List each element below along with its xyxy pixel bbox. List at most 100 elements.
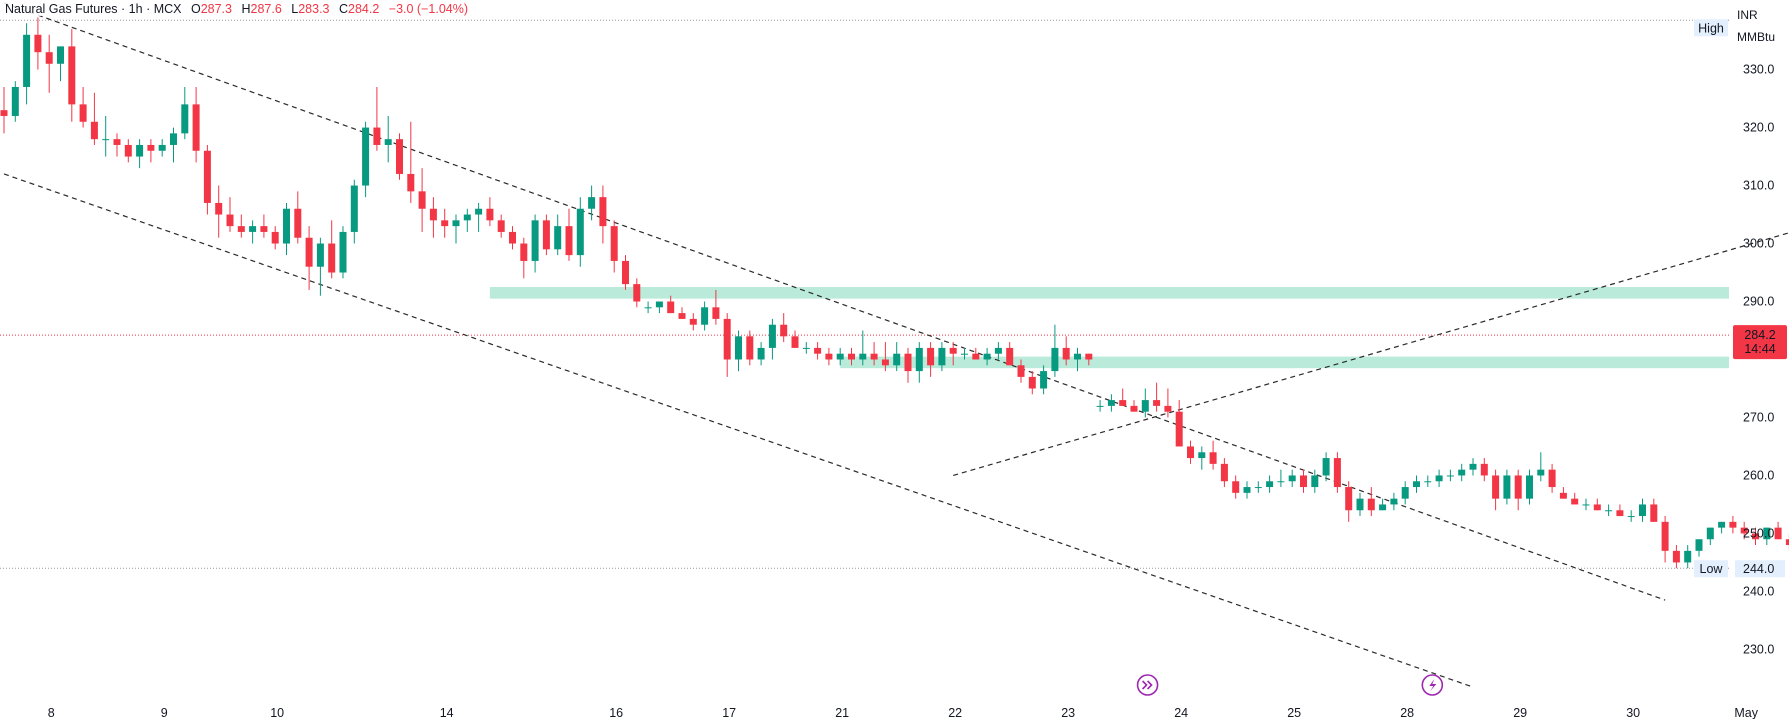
candle xyxy=(158,139,166,157)
candle-body xyxy=(384,139,392,145)
candle-body xyxy=(1164,405,1172,412)
candle-body xyxy=(1627,516,1635,518)
open-value: 287.3 xyxy=(200,2,232,16)
candle xyxy=(1028,371,1036,395)
candle-body xyxy=(881,359,889,366)
candle-body xyxy=(1096,405,1104,407)
high-value: 287.6 xyxy=(250,2,282,16)
candle-body xyxy=(1695,539,1703,551)
candle xyxy=(328,220,336,279)
currency-unit-selector[interactable]: INR MMBtu xyxy=(1730,4,1781,48)
unit-label[interactable]: MMBtu xyxy=(1736,30,1775,44)
candle-body xyxy=(893,353,901,366)
candle-body xyxy=(961,353,968,355)
candle-body xyxy=(475,208,483,215)
candle xyxy=(1548,463,1556,493)
y-tick-label: 320.0 xyxy=(1743,121,1774,135)
candle-body xyxy=(859,353,867,360)
candle xyxy=(170,127,177,163)
candle xyxy=(565,208,573,261)
candle xyxy=(452,214,460,244)
candle xyxy=(1684,545,1692,569)
candle xyxy=(757,342,765,366)
candle xyxy=(1740,521,1748,540)
candle xyxy=(1051,324,1059,377)
candle-body xyxy=(791,336,799,348)
candle xyxy=(1074,347,1081,372)
candle-body xyxy=(11,86,19,116)
candle-body xyxy=(554,226,562,250)
candle-body xyxy=(768,324,776,348)
lightning-event-icon-glyph xyxy=(1429,679,1437,691)
candle xyxy=(113,133,121,157)
candle-body xyxy=(418,191,426,209)
candle xyxy=(1785,533,1789,551)
fast-forward-icon-glyph xyxy=(1141,680,1153,690)
candle xyxy=(1175,400,1183,447)
candle xyxy=(972,347,980,360)
countdown-label: 14:44 xyxy=(1744,342,1775,356)
candle xyxy=(949,342,957,366)
currency-label[interactable]: INR xyxy=(1736,8,1758,22)
candle-body xyxy=(735,336,742,360)
candle xyxy=(68,28,76,122)
candle-body xyxy=(1220,463,1228,482)
candle xyxy=(1729,516,1737,534)
candle-body xyxy=(825,353,833,360)
candle-body xyxy=(249,226,257,232)
candle xyxy=(859,330,867,366)
y-tick-label: 330.0 xyxy=(1743,63,1774,77)
y-tick-label: 290.0 xyxy=(1743,295,1774,309)
candle-body xyxy=(588,197,596,209)
candle-body xyxy=(915,347,923,372)
price-scale[interactable] xyxy=(1729,0,1789,719)
candle-body xyxy=(1006,347,1014,366)
candle-body xyxy=(463,214,471,221)
candle-body xyxy=(667,301,675,314)
candle-body xyxy=(520,243,528,261)
candle-body xyxy=(746,336,754,360)
trendline-0[interactable] xyxy=(3,2,1666,601)
candle-body xyxy=(1661,521,1669,551)
x-tick-label: 9 xyxy=(161,706,168,719)
candle-body xyxy=(848,353,855,360)
candle-body xyxy=(678,313,686,319)
low-marker-label: Low xyxy=(1700,562,1724,576)
candle-body xyxy=(983,353,991,360)
candle-body xyxy=(1074,353,1081,360)
candle-body xyxy=(294,208,302,238)
candle xyxy=(57,46,64,82)
x-tick-label: May xyxy=(1734,706,1758,719)
low-value-box xyxy=(1735,560,1785,578)
candle xyxy=(1401,481,1409,505)
candle-body xyxy=(633,284,641,302)
trendline-1[interactable] xyxy=(3,173,1474,688)
candle xyxy=(836,347,844,366)
trendline-2[interactable] xyxy=(953,226,1789,477)
candle xyxy=(1571,492,1579,505)
x-tick-label: 29 xyxy=(1513,706,1527,719)
candle xyxy=(1288,469,1296,488)
candle-body xyxy=(1379,504,1387,511)
candle xyxy=(712,289,720,325)
candle xyxy=(1582,498,1590,511)
candle xyxy=(576,197,584,267)
candle-body xyxy=(328,243,336,273)
candle-body xyxy=(1187,446,1194,459)
candle-body xyxy=(1435,475,1443,482)
candle xyxy=(848,347,855,366)
candle-body xyxy=(1119,400,1127,406)
x-tick-label: 21 xyxy=(835,706,849,719)
candle xyxy=(554,214,562,256)
candle-body xyxy=(1153,400,1161,406)
candle-body xyxy=(780,324,788,337)
candle xyxy=(1322,452,1330,482)
candle xyxy=(79,86,87,128)
exchange: MCX xyxy=(153,2,182,16)
interval: 1h xyxy=(128,2,143,16)
candle-body xyxy=(870,353,878,360)
candle xyxy=(1085,353,1093,366)
candle xyxy=(1763,527,1771,546)
close-value: 284.2 xyxy=(348,2,380,16)
